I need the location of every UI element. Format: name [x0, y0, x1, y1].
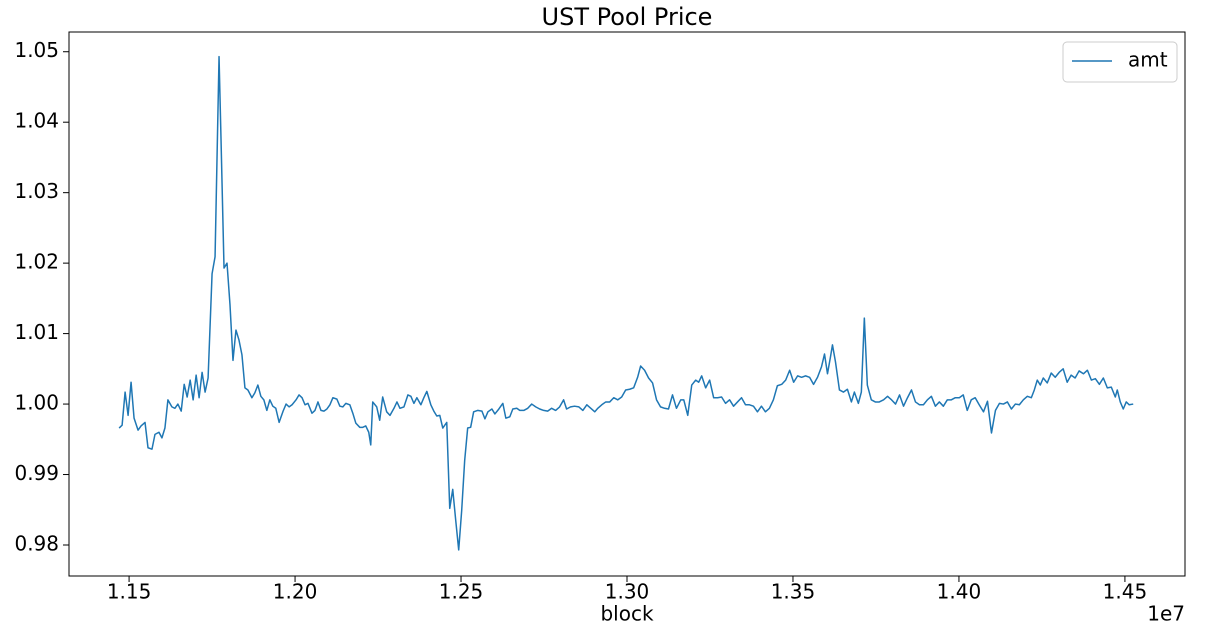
x-tick-label: 1.15 — [107, 580, 152, 604]
y-tick-label: 1.01 — [14, 320, 59, 344]
y-tick-label: 0.99 — [14, 461, 59, 485]
data-line — [118, 55, 1134, 551]
x-tick-label: 1.25 — [439, 580, 484, 604]
y-tick-label: 1.00 — [14, 391, 59, 415]
x-tick-label: 1.45 — [1103, 580, 1148, 604]
x-tick-label: 1.35 — [771, 580, 816, 604]
y-tick-label: 1.03 — [14, 179, 59, 203]
x-tick-label: 1.40 — [937, 580, 982, 604]
legend-box — [1062, 41, 1178, 83]
x-tick-label: 1.20 — [273, 580, 318, 604]
legend-label: amt — [1128, 48, 1168, 72]
x-tick-label: 1.30 — [605, 580, 650, 604]
y-tick-label: 1.02 — [14, 250, 59, 274]
x-axis-label: block — [600, 602, 653, 626]
y-tick-label: 1.04 — [14, 109, 59, 133]
y-tick-label: 1.05 — [14, 38, 59, 62]
chart-title: UST Pool Price — [542, 3, 713, 31]
x-offset-label: 1e7 — [1147, 602, 1185, 626]
plot-frame — [68, 31, 1186, 577]
y-tick-label: 0.98 — [14, 531, 59, 555]
